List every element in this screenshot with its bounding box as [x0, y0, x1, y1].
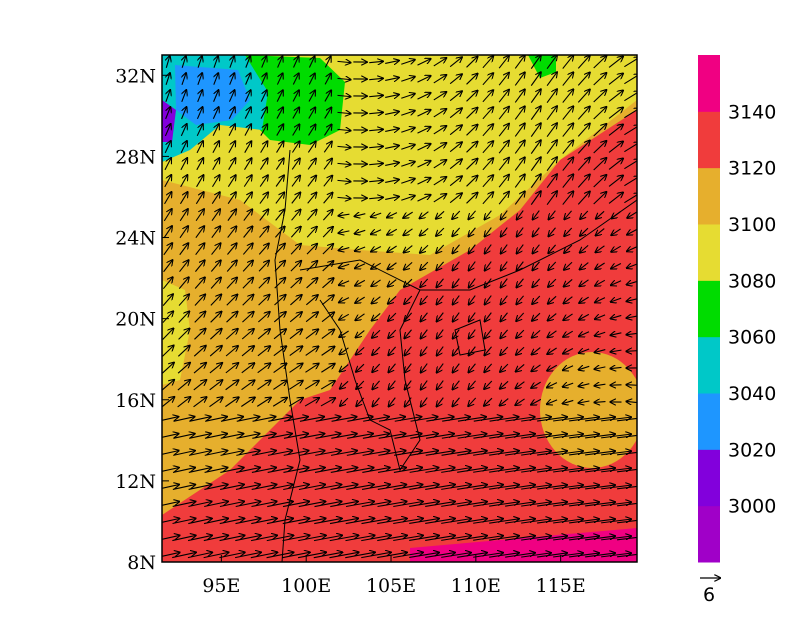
- colorbar-label: 3020: [728, 439, 776, 461]
- colorbar-swatch: [698, 337, 720, 394]
- x-tick-label: 105E: [366, 575, 416, 597]
- wind-arrow: [627, 385, 638, 386]
- colorbar-label: 3120: [728, 158, 776, 180]
- colorbar-label: 3040: [728, 383, 776, 405]
- y-tick-label: 8N: [127, 552, 156, 574]
- y-tick-label: 24N: [115, 228, 156, 250]
- y-tick-label: 20N: [115, 309, 156, 331]
- x-tick-label: 115E: [536, 575, 586, 597]
- colorbar-swatch: [698, 280, 720, 337]
- colorbar-swatch: [698, 506, 720, 563]
- x-tick-label: 100E: [281, 575, 331, 597]
- y-tick-label: 16N: [115, 390, 156, 412]
- y-tick-label: 32N: [115, 65, 156, 87]
- y-tick-label: 12N: [115, 471, 156, 493]
- colorbar-label: 3100: [728, 214, 776, 236]
- colorbar-swatch: [698, 55, 720, 112]
- x-tick-label: 95E: [202, 575, 240, 597]
- colorbar-label: 3080: [728, 270, 776, 292]
- colorbar-swatch: [698, 393, 720, 450]
- colorbar-swatch: [698, 449, 720, 506]
- colorbar-swatch: [698, 224, 720, 281]
- x-tick-label: 110E: [451, 575, 501, 597]
- wind-arrow: [627, 351, 638, 352]
- colorbar-label: 3060: [728, 327, 776, 349]
- colorbar-label: 3000: [728, 496, 776, 518]
- colorbar-swatch: [698, 111, 720, 168]
- colorbar-swatch: [698, 168, 720, 225]
- colorbar: 3000 3020 3040 3060 3080 3100 3120 3140: [698, 55, 776, 563]
- colorbar-label: 3140: [728, 101, 776, 123]
- fill-orange: [540, 352, 644, 468]
- y-tick-label: 28N: [115, 146, 156, 168]
- reference-label: 6: [703, 584, 715, 606]
- height-field: [156, 55, 646, 562]
